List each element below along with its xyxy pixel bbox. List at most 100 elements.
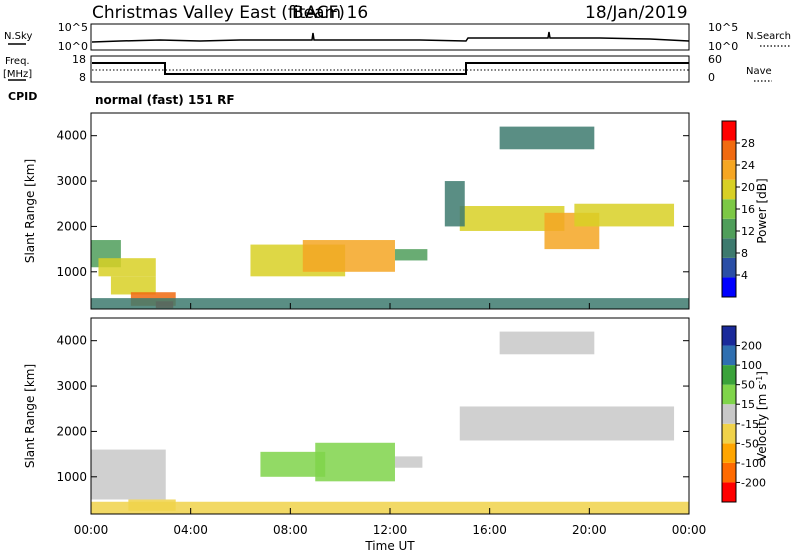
velocity-colorbar-tick-label: -15 xyxy=(741,418,759,431)
power-ylabel: Slant Range [km] xyxy=(23,159,37,263)
xtick-label: 04:00 xyxy=(173,523,208,537)
power-ytick-label: 1000 xyxy=(56,265,87,279)
power-yticks: 1000 2000 3000 4000 xyxy=(56,129,689,279)
nsearch-tick-top: 10^5 xyxy=(708,21,738,34)
frequency-strip-frame xyxy=(90,55,690,83)
power-colorbar: 4 8 12 16 20 24 28 xyxy=(721,120,755,298)
power-colorbar-swatch xyxy=(722,257,736,278)
nsky-tick-top: 10^5 xyxy=(58,21,88,34)
velocity-colorbar-swatch xyxy=(722,443,736,463)
figure-title: Christmas Valley East (fitACF) xyxy=(92,3,345,23)
xtick-label: 12:00 xyxy=(373,523,408,537)
freq-label-1: Freq. xyxy=(5,56,30,67)
nsky-tick-bottom: 10^0 xyxy=(58,40,88,53)
power-cell xyxy=(110,276,156,295)
velocity-ytick-label: 4000 xyxy=(56,334,87,348)
noise-strip-frame xyxy=(90,23,690,51)
velocity-colorbar: 200 100 50 15 -15 -50 -100 -200 xyxy=(721,325,766,503)
velocity-colorbar-tick-label: 50 xyxy=(741,379,755,392)
velocity-colorbar-swatch xyxy=(722,365,736,385)
xtick-label: 00:00 xyxy=(672,523,707,537)
time-axis-label: Time UT xyxy=(364,539,415,553)
velocity-colorbar-tick-label: -50 xyxy=(741,437,759,450)
velocity-colorbar-swatch xyxy=(722,326,736,346)
velocity-cell xyxy=(315,442,395,482)
xtick-label: 20:00 xyxy=(572,523,607,537)
power-colorbar-swatch xyxy=(722,140,736,161)
beam-label: Beam 16 xyxy=(292,3,368,23)
power-colorbar-swatch xyxy=(722,160,736,180)
power-colorbar-swatch xyxy=(722,199,736,219)
velocity-cell xyxy=(91,449,166,500)
power-colorbar-label: Power [dB] xyxy=(755,178,769,243)
velocity-colorbar-swatch xyxy=(722,423,736,444)
velocity-colorbar-swatch xyxy=(722,404,736,424)
frequency-strip: Freq. [MHz] 18 8 60 0 Nave xyxy=(3,53,772,84)
xtick-label: 00:00 xyxy=(74,523,109,537)
velocity-cells xyxy=(91,331,689,514)
power-colorbar-tick-label: 28 xyxy=(741,137,755,150)
noise-strip: N.Sky 10^5 10^0 10^5 10^0 N.Search xyxy=(4,21,791,53)
power-colorbar-tick-label: 16 xyxy=(741,203,755,216)
nave-tick-top: 60 xyxy=(708,53,722,66)
power-cell xyxy=(444,181,465,227)
date-label: 18/Jan/2019 xyxy=(585,3,688,23)
power-cell xyxy=(574,203,675,227)
power-ytick-label: 2000 xyxy=(56,219,87,233)
velocity-colorbar-swatch xyxy=(722,482,736,502)
freq-tick-top: 18 xyxy=(72,53,86,66)
nsky-label: N.Sky xyxy=(4,31,32,42)
velocity-ytick-label: 3000 xyxy=(56,379,87,393)
velocity-colorbar-tick-label: 200 xyxy=(741,340,762,353)
velocity-ytick-label: 2000 xyxy=(56,424,87,438)
power-cell xyxy=(98,258,156,277)
cpid-label: CPID xyxy=(8,90,37,103)
xtick-label: 08:00 xyxy=(273,523,308,537)
velocity-cell xyxy=(260,451,326,477)
velocity-colorbar-tick-label: 15 xyxy=(741,398,755,411)
nsky-line xyxy=(91,31,690,43)
power-colorbar-tick-label: 20 xyxy=(741,181,755,194)
power-colorbar-tick-label: 24 xyxy=(741,159,755,172)
velocity-colorbar-tick-label: 100 xyxy=(741,359,762,372)
nsearch-tick-bottom: 10^0 xyxy=(708,40,738,53)
power-colorbar-tick-label: 8 xyxy=(741,247,748,260)
velocity-ylabel: Slant Range [km] xyxy=(23,364,37,468)
velocity-colorbar-swatch xyxy=(722,345,736,366)
freq-line xyxy=(92,62,689,75)
nsearch-label: N.Search xyxy=(746,31,791,42)
velocity-colorbar-tick-label: -100 xyxy=(741,457,766,470)
power-colorbar-swatch xyxy=(722,277,736,297)
nave-label: Nave xyxy=(746,66,772,77)
velocity-cell xyxy=(394,456,423,468)
power-colorbar-swatch xyxy=(722,179,736,200)
freq-label-2: [MHz] xyxy=(3,69,32,80)
power-colorbar-swatch xyxy=(722,121,736,141)
power-colorbar-swatch xyxy=(722,238,736,258)
velocity-yticks: 1000 2000 3000 4000 xyxy=(56,334,689,484)
velocity-colorbar-tick-label: -200 xyxy=(741,476,766,489)
velocity-cell xyxy=(91,501,689,514)
velocity-colorbar-swatch xyxy=(722,384,736,405)
power-colorbar-swatch xyxy=(722,218,736,239)
time-axis: 00:00 04:00 08:00 12:00 16:00 20:00 00:00 xyxy=(74,303,707,537)
velocity-colorbar-swatch xyxy=(722,462,736,483)
velocity-cell xyxy=(499,331,595,355)
power-colorbar-tick-label: 4 xyxy=(741,269,748,282)
velocity-panel: 1000 2000 3000 4000 Slant Range [km] 200 100… xyxy=(23,317,770,515)
power-cell xyxy=(302,240,395,272)
power-cell xyxy=(394,249,428,261)
velocity-colorbar-label: Velocity [m s-1] xyxy=(755,371,770,461)
cpid-value: normal (fast) 151 RF xyxy=(95,93,235,107)
nave-tick-bottom: 0 xyxy=(708,71,715,84)
velocity-cell xyxy=(459,406,675,441)
velocity-colorbar-frame xyxy=(721,325,737,503)
power-panel: 1000 2000 3000 4000 Slant Range [km] 4 8 12 16… xyxy=(23,112,769,310)
power-cell xyxy=(499,126,595,150)
power-colorbar-tick-label: 12 xyxy=(741,225,755,238)
velocity-ytick-label: 1000 xyxy=(56,470,87,484)
freq-tick-bottom: 8 xyxy=(79,71,86,84)
power-ytick-label: 3000 xyxy=(56,174,87,188)
xtick-label: 16:00 xyxy=(472,523,507,537)
